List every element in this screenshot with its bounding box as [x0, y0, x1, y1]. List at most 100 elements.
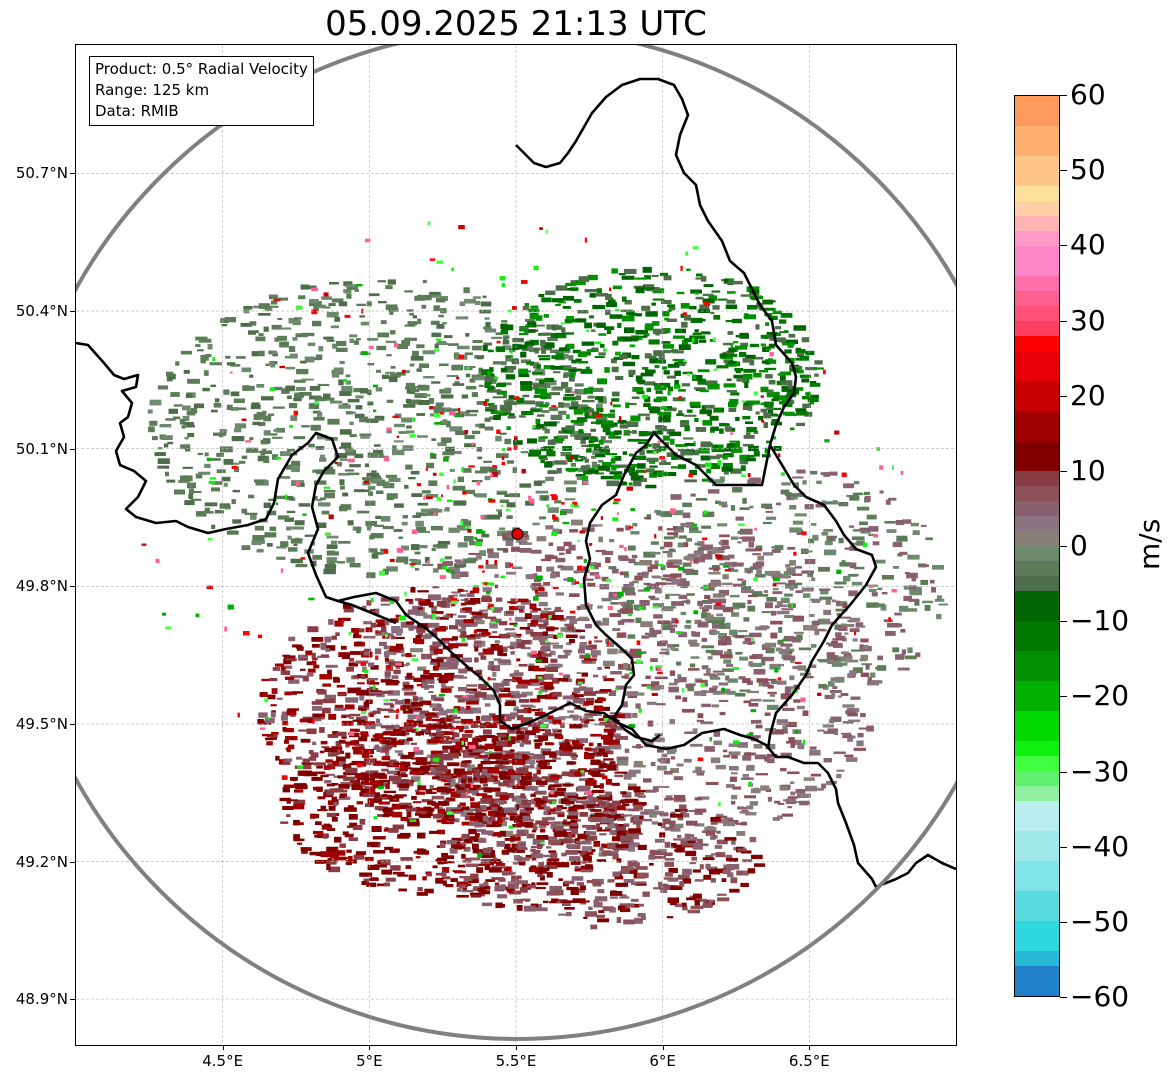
radar-map: [76, 45, 956, 1045]
colorbar-band: [1015, 891, 1059, 922]
colorbar-band: [1015, 470, 1059, 487]
lat-tick-label: 48.9°N: [15, 990, 68, 1009]
colorbar-band: [1015, 411, 1059, 442]
colorbar-band: [1015, 290, 1059, 307]
lon-tick: [222, 1045, 224, 1050]
country-border: [337, 599, 397, 625]
lat-tick: [70, 999, 75, 1001]
colorbar-unit-label: m/s: [1133, 518, 1166, 570]
lat-tick: [70, 311, 75, 313]
colorbar-band: [1015, 830, 1059, 862]
colorbar-tick: [1060, 245, 1067, 247]
colorbar-tick: [1060, 997, 1067, 998]
colorbar-band: [1015, 771, 1059, 787]
colorbar-band: [1015, 681, 1059, 712]
colorbar-band: [1015, 560, 1059, 577]
colorbar-tick: [1060, 921, 1067, 923]
colorbar-band: [1015, 276, 1059, 292]
colorbar-unit-wrap: m/s: [1133, 510, 1171, 590]
colorbar-tick: [1060, 395, 1067, 397]
lat-tick: [70, 448, 75, 450]
colorbar-band: [1015, 186, 1059, 202]
radar-map-canvas: [76, 45, 956, 1045]
colorbar-band: [1015, 515, 1059, 532]
velocity-colorbar: [1014, 95, 1060, 997]
colorbar-bands: [1015, 96, 1059, 996]
lat-tick-label: 49.2°N: [15, 852, 68, 871]
colorbar-tick-label: −50: [1070, 904, 1130, 938]
colorbar-band: [1015, 711, 1059, 742]
country-border: [766, 444, 878, 750]
chart-title: 05.09.2025 21:13 UTC: [325, 4, 707, 44]
lon-tick: [516, 1045, 517, 1050]
colorbar-tick: [1060, 95, 1067, 96]
colorbar-band: [1015, 380, 1059, 412]
lon-tick-label: 6°E: [649, 1052, 676, 1070]
colorbar-band: [1015, 321, 1059, 337]
map-gridlines: [76, 45, 956, 1045]
country-border: [76, 341, 956, 889]
lat-tick-label: 50.4°N: [15, 302, 68, 321]
colorbar-band: [1015, 126, 1059, 157]
colorbar-band: [1015, 216, 1059, 232]
colorbar-tick: [1060, 546, 1067, 547]
lat-tick-label: 49.5°N: [15, 714, 68, 733]
colorbar-band: [1015, 501, 1059, 517]
data-source-label: Data: RMIB: [95, 102, 179, 120]
colorbar-band: [1015, 245, 1059, 277]
range-ring: [76, 45, 956, 1041]
colorbar-band: [1015, 861, 1059, 892]
lat-tick: [70, 173, 75, 175]
colorbar-tick-label: 50: [1070, 153, 1106, 187]
colorbar-band: [1015, 621, 1059, 652]
lon-tick: [809, 1045, 811, 1050]
colorbar-tick-label: 30: [1070, 303, 1106, 337]
colorbar-tick-label: −30: [1070, 754, 1130, 788]
product-label: Product: 0.5° Radial Velocity: [95, 60, 308, 78]
colorbar-band: [1015, 531, 1059, 547]
colorbar-band: [1015, 335, 1059, 352]
colorbar-band: [1015, 785, 1059, 802]
colorbar-band: [1015, 740, 1059, 757]
colorbar-band: [1015, 231, 1059, 247]
colorbar-tick-label: −40: [1070, 829, 1130, 863]
colorbar-band: [1015, 486, 1059, 502]
colorbar-band: [1015, 591, 1059, 622]
colorbar-tick: [1060, 771, 1067, 773]
colorbar-band: [1015, 306, 1059, 322]
lon-tick-label: 6.5°E: [788, 1052, 830, 1070]
lon-tick-label: 5°E: [356, 1052, 383, 1070]
colorbar-tick: [1060, 320, 1067, 322]
lon-tick: [369, 1045, 371, 1050]
lat-tick-label: 50.1°N: [15, 439, 68, 458]
colorbar-tick-label: −10: [1070, 604, 1130, 638]
colorbar-tick-label: 60: [1070, 78, 1106, 111]
lat-tick-label: 49.8°N: [15, 577, 68, 596]
colorbar-tick: [1060, 170, 1067, 172]
colorbar-band: [1015, 155, 1059, 187]
colorbar-tick: [1060, 470, 1067, 472]
colorbar-band: [1015, 920, 1059, 952]
colorbar-band: [1015, 951, 1059, 967]
country-border: [515, 77, 798, 446]
lat-tick: [70, 723, 75, 725]
lat-tick: [70, 586, 75, 588]
colorbar-band: [1015, 756, 1059, 772]
colorbar-band: [1015, 650, 1059, 682]
radar-site-marker: [511, 527, 524, 540]
lat-tick-label: 50.7°N: [15, 164, 68, 183]
country-borders: [76, 77, 956, 889]
radar-echoes: [141, 221, 948, 930]
colorbar-tick-label: −60: [1070, 980, 1130, 1013]
lat-tick: [70, 861, 75, 863]
colorbar-band: [1015, 965, 1059, 996]
colorbar-tick-label: 20: [1070, 378, 1106, 412]
colorbar-band: [1015, 441, 1059, 472]
colorbar-band: [1015, 546, 1059, 562]
colorbar-band: [1015, 576, 1059, 592]
colorbar-band: [1015, 351, 1059, 382]
lon-tick-label: 4.5°E: [202, 1052, 244, 1070]
colorbar-band: [1015, 96, 1059, 127]
country-border: [582, 431, 772, 743]
colorbar-tick-label: 0: [1070, 529, 1088, 562]
